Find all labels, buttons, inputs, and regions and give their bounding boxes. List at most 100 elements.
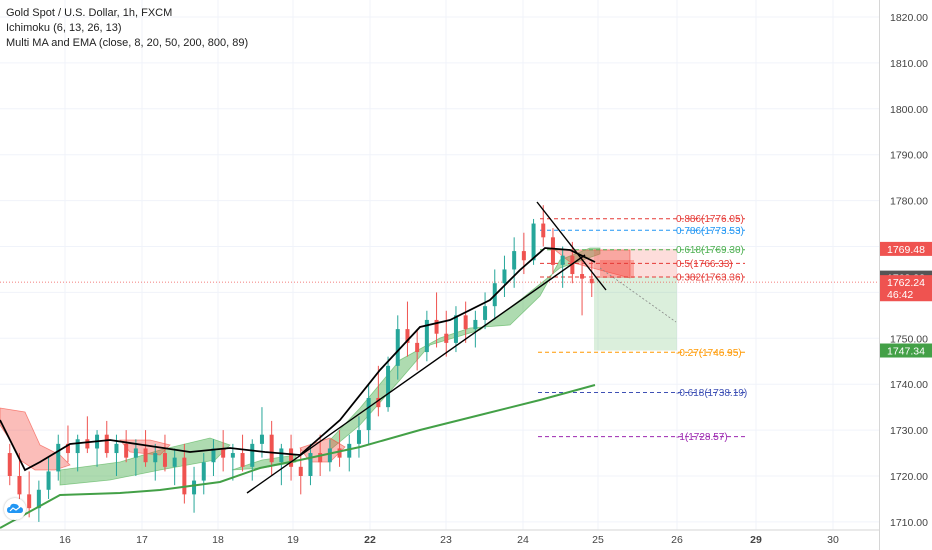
multi-ma-indicator-label[interactable]: Multi MA and EMA (close, 8, 20, 50, 200,… — [6, 37, 249, 49]
candle-body[interactable] — [230, 453, 235, 458]
candle-body[interactable] — [153, 453, 158, 463]
candle-body[interactable] — [27, 494, 32, 509]
candle-body[interactable] — [221, 448, 226, 458]
fib-level-label: 0.382(1763.36) — [676, 272, 744, 283]
price-axis-tick: 1800.00 — [890, 104, 928, 116]
candle-body[interactable] — [192, 480, 197, 495]
price-axis-tag[interactable] — [880, 287, 932, 302]
candle-body[interactable] — [356, 430, 361, 444]
candle-body[interactable] — [366, 397, 371, 431]
stop-loss-zone[interactable] — [594, 248, 677, 277]
candle-body[interactable] — [240, 453, 245, 467]
candle-body[interactable] — [376, 397, 381, 408]
candle-body[interactable] — [463, 315, 468, 330]
price-axis-tick: 1750.00 — [890, 333, 928, 345]
candle-body[interactable] — [308, 453, 313, 476]
ascending-trendline[interactable] — [246, 254, 586, 494]
price-axis-tick: 1820.00 — [890, 12, 928, 24]
fib-level-label: 0.786(1773.53) — [676, 226, 744, 237]
candle-body[interactable] — [250, 443, 255, 467]
price-axis-tag-label: 1762.24 — [887, 277, 925, 289]
candle-body[interactable] — [36, 489, 41, 509]
ichimoku-cloud-bullish — [329, 247, 601, 451]
candle-body[interactable] — [56, 443, 61, 472]
time-axis-tick: 30 — [827, 534, 839, 546]
candle-body[interactable] — [550, 237, 555, 265]
candle-body[interactable] — [327, 448, 332, 463]
candle-body[interactable] — [133, 448, 138, 458]
candle-body[interactable] — [269, 434, 274, 463]
candle-body[interactable] — [541, 223, 546, 238]
candle-body[interactable] — [521, 251, 526, 261]
descending-trendline[interactable] — [536, 201, 607, 291]
candle-body[interactable] — [318, 453, 323, 463]
candle-body[interactable] — [75, 439, 80, 454]
candle-body[interactable] — [124, 443, 129, 458]
price-axis-tick: 1810.00 — [890, 58, 928, 70]
candle-body[interactable] — [85, 439, 90, 449]
candle-body[interactable] — [424, 319, 429, 353]
candle-body[interactable] — [444, 333, 449, 343]
price-axis-separator — [879, 0, 880, 550]
candle-body[interactable] — [570, 255, 575, 275]
time-axis-tick: 18 — [212, 534, 224, 546]
tradingview-logo-icon[interactable] — [4, 498, 26, 520]
candle-body[interactable] — [289, 448, 294, 467]
candle-body[interactable] — [298, 466, 303, 476]
price-axis-tag-label: 1747.34 — [887, 346, 925, 358]
candle-body[interactable] — [483, 306, 488, 320]
candle-body[interactable] — [531, 223, 536, 261]
time-axis-tick: 29 — [750, 534, 762, 546]
price-axis-tick: 1710.00 — [890, 517, 928, 529]
candle-body[interactable] — [347, 443, 352, 458]
fib-level-label: 0.886(1776.05) — [676, 214, 744, 225]
candle-body[interactable] — [172, 457, 177, 467]
fib-level-label: 0.5(1766.33) — [676, 259, 733, 270]
candle-body[interactable] — [279, 448, 284, 463]
candle-body[interactable] — [473, 319, 478, 330]
candle-body[interactable] — [434, 319, 439, 334]
candle-body[interactable] — [143, 448, 148, 463]
candle-body[interactable] — [405, 329, 410, 343]
candle-body[interactable] — [502, 269, 507, 284]
candle-body[interactable] — [162, 453, 167, 467]
price-axis-tag[interactable] — [880, 275, 932, 290]
candle-body[interactable] — [7, 453, 12, 476]
candle-body[interactable] — [580, 274, 585, 279]
fib-level-label: -0.27(1746.95) — [676, 348, 742, 359]
candle-body[interactable] — [211, 448, 216, 463]
time-axis-tick: 23 — [440, 534, 452, 546]
candle-body[interactable] — [201, 462, 206, 481]
ichimoku-indicator-label[interactable]: Ichimoku (6, 13, 26, 13) — [6, 22, 122, 34]
price-axis-tick: 1730.00 — [890, 425, 928, 437]
time-axis-tick: 17 — [136, 534, 148, 546]
candle-body[interactable] — [259, 434, 264, 444]
candle-body[interactable] — [46, 471, 51, 490]
position-projection-line — [599, 267, 677, 323]
candle-body[interactable] — [415, 342, 420, 353]
candle-body[interactable] — [560, 255, 565, 265]
candle-body[interactable] — [17, 476, 22, 495]
fib-level-label: 0.618(1769.30) — [676, 245, 744, 256]
time-axis-tick: 16 — [59, 534, 71, 546]
candle-body[interactable] — [114, 443, 119, 454]
time-axis-background — [0, 530, 879, 550]
candle-body[interactable] — [337, 448, 342, 458]
price-axis-tag[interactable] — [880, 241, 932, 256]
price-axis-tick: 1780.00 — [890, 196, 928, 208]
candle-body[interactable] — [182, 457, 187, 495]
time-axis-tick: 26 — [671, 534, 683, 546]
candle-body[interactable] — [104, 434, 109, 454]
ma-fast-line[interactable] — [0, 247, 596, 472]
take-profit-zone[interactable] — [594, 276, 677, 351]
candle-body[interactable] — [395, 329, 400, 366]
candle-body[interactable] — [65, 443, 70, 454]
candle-body[interactable] — [512, 251, 517, 270]
price-axis-tick: 1740.00 — [890, 379, 928, 391]
ma-200-line[interactable] — [0, 384, 596, 529]
candle-body[interactable] — [386, 365, 391, 408]
candle-body[interactable] — [453, 315, 458, 343]
price-axis-tag[interactable] — [880, 343, 932, 358]
candle-body[interactable] — [589, 278, 594, 284]
